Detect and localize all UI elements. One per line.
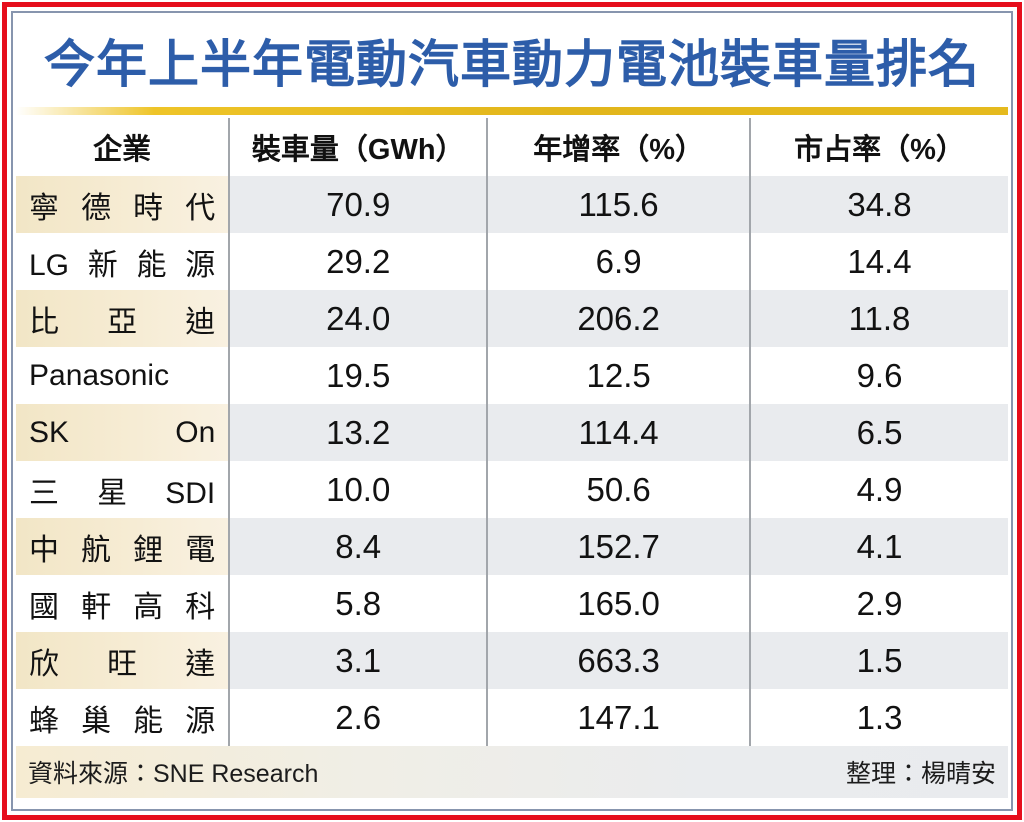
volume-value: 10.0 — [228, 461, 488, 518]
battery-ranking-table: 企業 裝車量（GWh） 年增率（%） 市占率（%） 寧德時代 70.9 115.… — [16, 118, 1008, 746]
yoy-value: 12.5 — [486, 347, 751, 404]
header-row: 企業 裝車量（GWh） 年增率（%） 市占率（%） — [16, 118, 1008, 176]
column-header-company: 企業 — [93, 134, 152, 166]
table-row: 寧德時代 70.9 115.6 34.8 — [16, 176, 1008, 233]
table-row: 比亞迪 24.0 206.2 11.8 — [16, 290, 1008, 347]
table-footer: 資料來源：SNE Research 整理：楊晴安 — [16, 746, 1008, 798]
yoy-value: 165.0 — [486, 575, 751, 632]
share-value: 6.5 — [749, 404, 1008, 461]
yoy-value: 663.3 — [486, 632, 751, 689]
yoy-value: 152.7 — [486, 518, 751, 575]
share-value: 34.8 — [749, 176, 1008, 233]
company-name: 欣旺達 — [16, 632, 230, 689]
column-header-volume: 裝車量（GWh） — [228, 118, 488, 176]
share-value: 9.6 — [749, 347, 1008, 404]
table-row: 欣旺達 3.1 663.3 1.5 — [16, 632, 1008, 689]
share-value: 11.8 — [749, 290, 1008, 347]
column-header-share: 市占率（%） — [749, 118, 1008, 176]
yoy-value: 206.2 — [486, 290, 751, 347]
column-header-yoy: 年增率（%） — [486, 118, 751, 176]
table-row: 蜂巢能源 2.6 147.1 1.3 — [16, 689, 1008, 746]
yoy-value: 114.4 — [486, 404, 751, 461]
infographic-content: 今年上半年電動汽車動力電池裝車量排名 企業 裝車量（GWh） 年增率（%） 市占… — [13, 13, 1011, 809]
company-name: SK On — [16, 404, 230, 461]
yoy-value: 50.6 — [486, 461, 751, 518]
company-name: 寧德時代 — [16, 176, 230, 233]
yoy-value: 6.9 — [486, 233, 751, 290]
table-body: 寧德時代 70.9 115.6 34.8 LG新能源 29.2 6.9 14.4… — [16, 176, 1008, 746]
volume-value: 24.0 — [228, 290, 488, 347]
share-value: 1.5 — [749, 632, 1008, 689]
table-row: 中航鋰電 8.4 152.7 4.1 — [16, 518, 1008, 575]
volume-value: 70.9 — [228, 176, 488, 233]
volume-value: 19.5 — [228, 347, 488, 404]
share-value: 14.4 — [749, 233, 1008, 290]
volume-value: 5.8 — [228, 575, 488, 632]
compiled-by-label: 整理：楊晴安 — [845, 760, 996, 788]
company-name: 國軒高科 — [29, 590, 216, 624]
share-value: 4.1 — [749, 518, 1008, 575]
inner-blue-frame: 今年上半年電動汽車動力電池裝車量排名 企業 裝車量（GWh） 年增率（%） 市占… — [11, 11, 1013, 811]
gold-accent-bar — [16, 107, 1008, 115]
company-name: 中航鋰電 — [16, 518, 230, 575]
company-name: 蜂巢能源 — [29, 704, 216, 738]
yoy-value: 115.6 — [486, 176, 751, 233]
page-title: 今年上半年電動汽車動力電池裝車量排名 — [43, 36, 980, 93]
share-value: 2.9 — [749, 575, 1008, 632]
table-row: 三星SDI 10.0 50.6 4.9 — [16, 461, 1008, 518]
company-name: 三星SDI — [29, 476, 216, 510]
table-row: LG新能源 29.2 6.9 14.4 — [16, 233, 1008, 290]
yoy-value: 147.1 — [486, 689, 751, 746]
data-source-label: 資料來源：SNE Research — [28, 760, 319, 788]
volume-value: 29.2 — [228, 233, 488, 290]
company-name: 比亞迪 — [16, 290, 230, 347]
table-header: 企業 裝車量（GWh） 年增率（%） 市占率（%） — [16, 118, 1008, 176]
table-row: Panasonic 19.5 12.5 9.6 — [16, 347, 1008, 404]
share-value: 1.3 — [749, 689, 1008, 746]
volume-value: 8.4 — [228, 518, 488, 575]
company-name: Panasonic — [29, 358, 170, 392]
share-value: 4.9 — [749, 461, 1008, 518]
volume-value: 3.1 — [228, 632, 488, 689]
volume-value: 13.2 — [228, 404, 488, 461]
volume-value: 2.6 — [228, 689, 488, 746]
table-row: SK On 13.2 114.4 6.5 — [16, 404, 1008, 461]
table-row: 國軒高科 5.8 165.0 2.9 — [16, 575, 1008, 632]
company-name: LG新能源 — [29, 248, 216, 282]
